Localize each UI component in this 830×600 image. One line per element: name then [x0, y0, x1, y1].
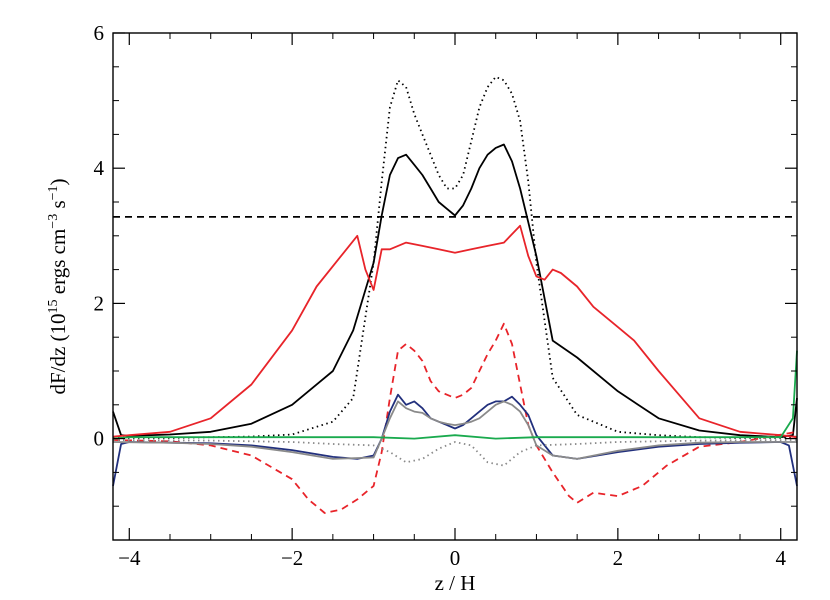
series-line-4: [112, 224, 798, 439]
x-tick-label: −4: [118, 546, 141, 570]
series-line-5: [112, 322, 798, 514]
x-tick-label: −2: [281, 546, 303, 570]
y-tick-label: 0: [94, 427, 105, 451]
plot-frame: [112, 32, 798, 541]
series-line-2: [112, 143, 798, 439]
y-axis-label: dF/dz (1015 ergs cm−3 s−1): [46, 178, 70, 394]
series-layer: [112, 76, 798, 514]
y-tick-label: 6: [94, 21, 105, 45]
series-line-9: [112, 350, 798, 440]
series-line-6: [112, 393, 798, 487]
y-tick-label: 2: [94, 291, 105, 315]
x-tick-label: 2: [613, 546, 624, 570]
series-line-7: [112, 400, 797, 460]
series-line-1: [112, 76, 798, 439]
x-axis-label: z / H: [435, 571, 476, 595]
ticks-layer: −4 −2 0 2 4 0 2 4 6: [94, 21, 797, 570]
series-line-8: [112, 439, 798, 467]
x-tick-label: 0: [450, 546, 461, 570]
y-tick-label: 4: [94, 156, 105, 180]
x-tick-label: 4: [775, 546, 786, 570]
